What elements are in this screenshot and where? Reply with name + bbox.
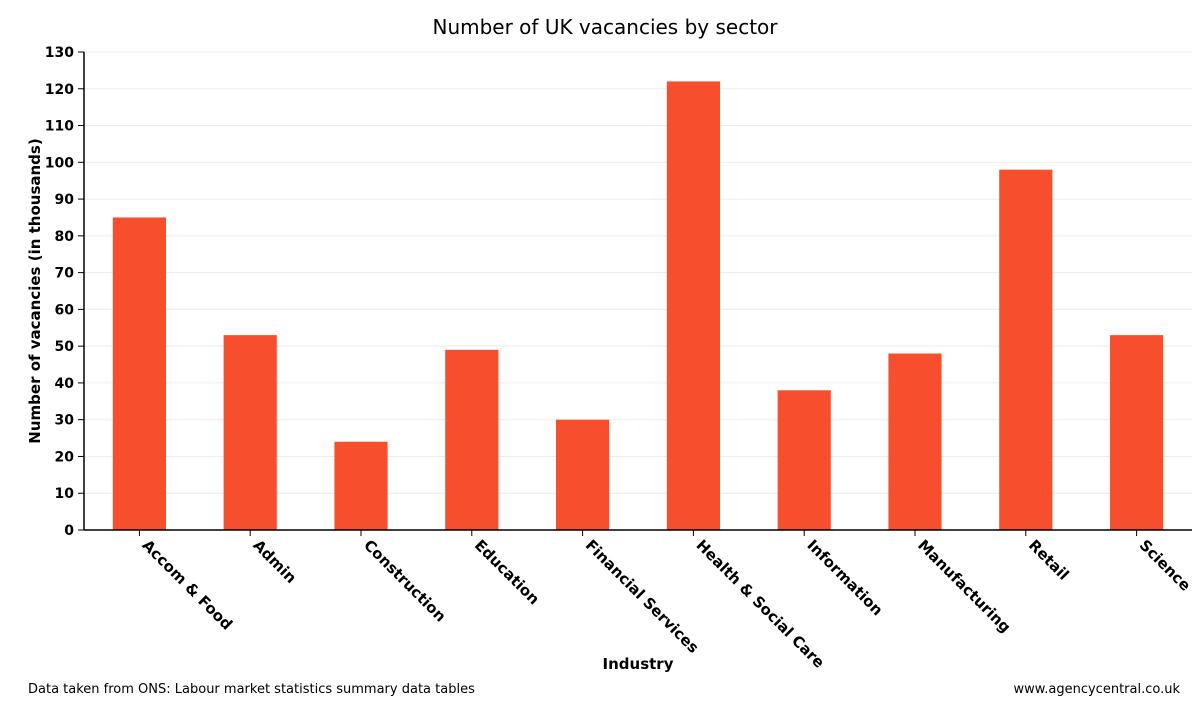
bar <box>445 349 499 530</box>
x-tick-label: Manufacturing <box>914 536 1014 636</box>
y-tick-label: 70 <box>55 266 75 282</box>
y-tick-label: 40 <box>55 376 75 392</box>
x-tick-label: Retail <box>1025 536 1073 584</box>
bars <box>112 81 1164 531</box>
y-tick-label: 60 <box>55 302 75 318</box>
bar <box>999 169 1053 530</box>
bar <box>112 217 166 530</box>
y-tick-label: 100 <box>45 155 74 171</box>
source-note: Data taken from ONS: Labour market stati… <box>28 682 475 697</box>
x-tick-label: Accom & Food <box>139 536 236 633</box>
y-tick-label: 80 <box>55 229 75 245</box>
y-tick-label: 0 <box>64 523 74 539</box>
x-tick-label: Admin <box>249 536 300 587</box>
x-tick-label: Financial Services <box>582 536 703 657</box>
bar <box>1110 335 1164 530</box>
x-tick-label: Information <box>803 536 886 619</box>
x-tick-label: Science <box>1136 536 1195 595</box>
website-link[interactable]: www.agencycentral.co.uk <box>1013 682 1180 697</box>
y-tick-label: 10 <box>55 486 75 502</box>
x-tick-label: Construction <box>360 536 449 625</box>
y-tick-label: 110 <box>45 119 74 135</box>
x-tick-label: Health & Social Care <box>693 536 829 672</box>
bar <box>888 353 942 530</box>
bar <box>223 335 277 530</box>
chart-title: Number of UK vacancies by sector <box>432 15 778 39</box>
x-axis-label: Industry <box>603 655 674 673</box>
bar <box>556 419 610 530</box>
y-tick-label: 120 <box>45 82 74 98</box>
bar <box>666 81 720 531</box>
y-tick-label: 50 <box>55 339 75 355</box>
y-tick-label: 20 <box>55 449 75 465</box>
bar <box>334 441 388 530</box>
y-tick-label: 90 <box>55 192 75 208</box>
y-axis-label: Number of vacancies (in thousands) <box>26 138 44 443</box>
x-tick-label: Education <box>471 536 543 608</box>
y-tick-label: 30 <box>55 413 75 429</box>
y-tick-label: 130 <box>45 45 74 61</box>
bar <box>777 390 831 530</box>
